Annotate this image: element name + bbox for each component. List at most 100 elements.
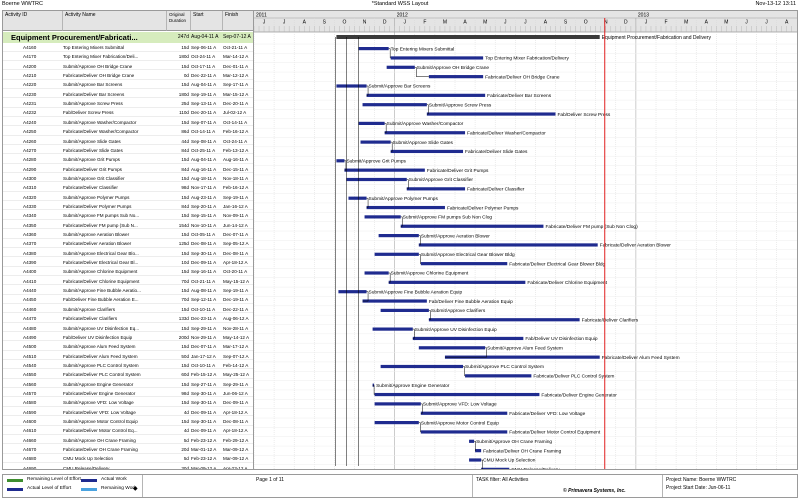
- activity-bar: [475, 449, 482, 453]
- activity-row[interactable]: A4510 Fabricate/Deliver Alum Feed System 5…: [3, 353, 253, 361]
- activity-finish: May-25-12 A: [223, 372, 250, 378]
- activity-row[interactable]: A4390 Fabricate/Deliver Electrical Gear B…: [3, 259, 253, 267]
- activity-bar-label: Fabricate/Deliver Washer/Compactor: [467, 130, 546, 136]
- activity-row[interactable]: A4440 Submit/Approve Fine Bubble Aeratio.…: [3, 287, 253, 295]
- timescale-month: S: [323, 20, 327, 26]
- activity-bar-label: Fab/Deliver Screw Press: [558, 112, 611, 118]
- activity-row[interactable]: A4320 Submit/Approve Polymer Pumps 15d Aug-…: [3, 194, 253, 202]
- activity-row[interactable]: A4170 Top Entering Mixer Fabrication/Deli…: [3, 53, 253, 61]
- activity-bar-label: Submit/Approve OH Crane Framing: [476, 439, 552, 445]
- activity-row[interactable]: A4450 Fab/Deliver Fine Bubble Aeration E.…: [3, 296, 253, 304]
- activity-start: Sep-30-11 A: [191, 250, 217, 256]
- activity-row[interactable]: A4490 Fab/Deliver UV Disinfection Equip 20…: [3, 334, 253, 342]
- activity-start: Sep-30-11 A: [191, 390, 217, 396]
- summary-bar: [336, 35, 600, 39]
- activity-duration: 200d: [178, 334, 189, 340]
- activity-row[interactable]: A4580 Submit/Approve VFD: Low Voltage 15d S…: [3, 399, 253, 407]
- activity-start: Oct-24-11 A: [191, 54, 216, 60]
- activity-finish: Apr-23-12 A: [223, 465, 248, 470]
- activity-row[interactable]: A4680 CMU Mock Up Selection 5d Feb-23-12 A M…: [3, 455, 253, 463]
- activity-row[interactable]: A4410 Fabricate/Deliver Chlorine Equipmen…: [3, 278, 253, 286]
- activity-row[interactable]: A4310 Fabricate/Deliver Classifier 98d Nov-…: [3, 184, 253, 192]
- timescale-month: D: [624, 20, 628, 26]
- activity-bar-label: Fabricate/Deliver VFD: Low Voltage: [509, 411, 585, 417]
- activity-name: Top Entering Mixers Submittal: [63, 45, 125, 50]
- activity-row[interactable]: A4380 Submit/Approve Electrical Gear Blo.…: [3, 250, 253, 258]
- activity-row[interactable]: A4232 Fab/Deliver Screw Press 110d Dec-20-1…: [3, 109, 253, 117]
- activity-row[interactable]: A4600 Submit/Approve Motor Control Equip 1…: [3, 418, 253, 426]
- activity-bar: [390, 149, 464, 154]
- activity-row[interactable]: A4210 Fabricate/Deliver OH Bridge Crane 0d…: [3, 72, 253, 80]
- activity-row[interactable]: A4460 Submit/Approve Clarifiers 15d Oct-10-…: [3, 306, 253, 314]
- activity-row[interactable]: A4670 Fabricate/Deliver OH Crane Framing 2…: [3, 446, 253, 454]
- col-header-activity-id[interactable]: Activity ID: [3, 11, 63, 31]
- activity-row[interactable]: A4590 Fabricate/Deliver VFD: Low Voltage 4…: [3, 409, 253, 417]
- activity-row[interactable]: A4160 Top Entering Mixers Submittal 15d Sep…: [3, 44, 253, 52]
- activity-row[interactable]: A4340 Submit/Approve FM pumps Sub No... 15…: [3, 212, 253, 220]
- activity-row[interactable]: A4200 Submit/Approve OH Bridge Crane 15d Oc…: [3, 63, 253, 71]
- activity-bar: [481, 467, 510, 469]
- legend-actual-loe: Actual Level of Effort: [27, 486, 72, 491]
- timescale-year: 2011: [256, 13, 267, 19]
- activity-row[interactable]: A4550 Fabricate/Deliver PLC Control Syste…: [3, 371, 253, 379]
- activity-row[interactable]: A4270 Fabricate/Deliver Slide Gates 84d Oct…: [3, 147, 253, 155]
- col-header-start[interactable]: Start: [191, 11, 223, 31]
- activity-row[interactable]: A4610 Fabricate/Deliver Motor Control Eq.…: [3, 427, 253, 435]
- activity-duration: 50d: [181, 353, 189, 359]
- activity-row[interactable]: A4540 Submit/Approve PLC Control System 15…: [3, 362, 253, 370]
- activity-name: Fabricate/Deliver PLC Control System: [63, 372, 141, 378]
- activity-finish: Mar-09-12 A: [223, 456, 249, 462]
- activity-bar-label: Fabricate/Deliver Slide Gates: [465, 149, 528, 155]
- project-name: Project Name: Boerne WWTRC: [666, 477, 737, 483]
- col-header-activity-name[interactable]: Activity Name: [63, 11, 167, 31]
- activity-row[interactable]: A4370 Fabricate/Deliver Aeration Blower 12…: [3, 240, 253, 248]
- activity-row[interactable]: A4231 Submit/Approve Screw Press 25d Sep-13…: [3, 100, 253, 108]
- activity-row[interactable]: A4330 Fabricate/Deliver Polymer Pumps 84d S…: [3, 203, 253, 211]
- activity-duration: 15d: [181, 419, 189, 424]
- activity-id: A4330: [23, 203, 37, 209]
- timescale-month: J: [645, 20, 648, 26]
- activity-row[interactable]: A4360 Submit/Approve Aeration Blower 15d Oc…: [3, 231, 253, 239]
- activity-row[interactable]: A4570 Fabricate/Deliver Engine Generator 9…: [3, 390, 253, 398]
- activity-row[interactable]: A4300 Submit/Approve Grit Classifier 15d Au…: [3, 175, 253, 183]
- activity-row[interactable]: A4400 Submit/Approve Chlorine Equipment 15…: [3, 268, 253, 276]
- activity-row[interactable]: A4470 Fabricate/Deliver Clarifiers 133d Dec…: [3, 315, 253, 323]
- report-left-title: Boerne WWTRC: [2, 1, 43, 7]
- activity-name: Submit/Approve Alum Feed System: [63, 344, 136, 350]
- activity-duration: 10d: [181, 260, 189, 266]
- activity-row[interactable]: A4560 Submit/Approve Engine Generator 15d S…: [3, 381, 253, 389]
- activity-name: Fab/Deliver Fine Bubble Aeration E...: [63, 297, 139, 303]
- activity-start: Dec-09-11 A: [191, 428, 217, 434]
- activity-row[interactable]: A4260 Submit/Approve Slide Gates 44d Sep-08…: [3, 138, 253, 145]
- activity-row[interactable]: A4250 Fabricate/Deliver Washer/Compactor 8…: [3, 128, 253, 136]
- col-header-duration[interactable]: Original Duration: [167, 11, 191, 31]
- activity-id: A4170: [23, 54, 37, 60]
- activity-row[interactable]: A4350 Fabricate/Deliver FM pump (Sub N...…: [3, 222, 253, 230]
- activity-row[interactable]: A4280 Submit/Approve Grit Pumps 15d Aug-04-…: [3, 156, 253, 164]
- activity-id: A4230: [23, 91, 37, 97]
- activity-row[interactable]: A4230 Fabricate/Deliver Bar Screens 180d Se…: [3, 91, 253, 99]
- activity-row[interactable]: A4480 Submit/Approve UV Disinfection Eq..…: [3, 325, 253, 332]
- activity-row[interactable]: A4240 Submit/Approve Washer/Compactor 15d S…: [3, 119, 253, 127]
- wbs-summary-row[interactable]: Equipment Procurement/Fabricati... 247d …: [3, 32, 253, 43]
- activity-finish: Nov-18-11 A: [223, 175, 249, 181]
- col-header-finish[interactable]: Finish: [223, 11, 253, 31]
- activity-start: Aug-18-11 A: [191, 175, 217, 181]
- activity-duration: 30d: [181, 465, 189, 470]
- col-header-finish-label: Finish: [225, 12, 239, 18]
- activity-start: Dec-20-11 A: [191, 110, 217, 116]
- activity-bar: [420, 262, 508, 266]
- activity-name: Top Entering Mixer Fabrication/Deli...: [63, 54, 139, 60]
- activity-id: A4350: [23, 222, 37, 228]
- activity-row[interactable]: A4220 Submit/Approve Bar Screens 15d Aug-04…: [3, 81, 253, 89]
- activity-start: Feb-23-12 A: [191, 456, 217, 462]
- activity-row[interactable]: A4500 Submit/Approve Alum Feed System 15d D…: [3, 343, 253, 351]
- activity-row[interactable]: A4690 CMU Release/Delivery 30d Mar-09-12 A A…: [3, 465, 253, 470]
- activity-row[interactable]: A4660 Submit/Approve OH Crane Framing 5d Fe…: [3, 437, 253, 445]
- timescale-month: A: [785, 20, 789, 26]
- activity-bar-label: Submit/Approve Electrical Gear Blower Bl…: [421, 252, 515, 258]
- activity-row[interactable]: A4290 Fabricate/Deliver Grit Pumps 84d Aug-…: [3, 166, 253, 174]
- activity-start: Aug-04-11 A: [191, 157, 217, 163]
- activity-start: Aug-16-11 A: [191, 166, 217, 172]
- activity-finish: Mar-09-12 A: [223, 447, 249, 453]
